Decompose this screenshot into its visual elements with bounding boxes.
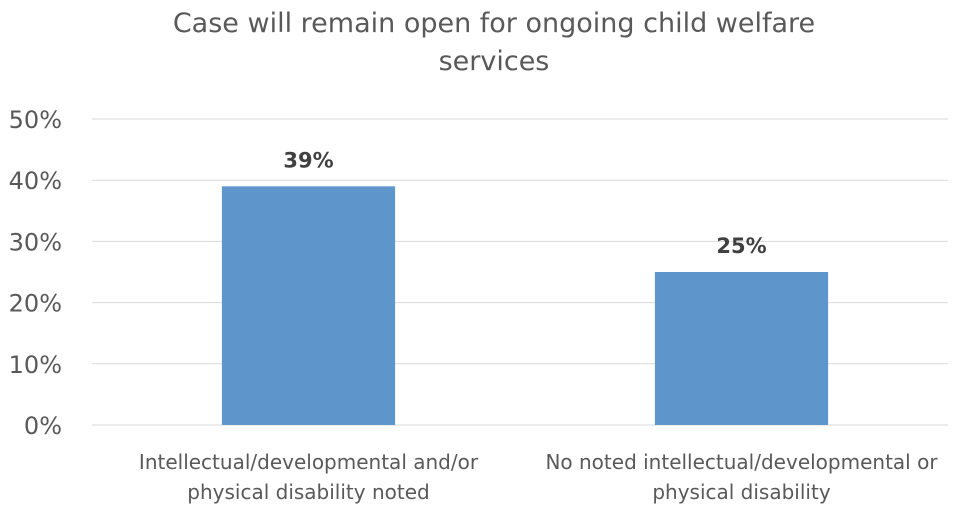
- category-label: physical disability noted: [187, 480, 429, 504]
- x-axis-category-labels: Intellectual/developmental and/or physica…: [139, 450, 938, 504]
- y-tick-label: 50%: [9, 106, 62, 134]
- chart-title-line-1: Case will remain open for ongoing child …: [172, 8, 816, 39]
- bar: [654, 272, 829, 425]
- data-label: 39%: [283, 148, 333, 172]
- y-tick-label: 40%: [9, 167, 62, 195]
- y-tick-label: 0%: [24, 412, 62, 440]
- y-tick-label: 30%: [9, 228, 62, 256]
- data-label: 25%: [716, 234, 766, 258]
- category-label: physical disability: [652, 480, 830, 504]
- data-labels: 39% 25%: [283, 148, 766, 258]
- chart-title-line-2: services: [438, 46, 550, 77]
- y-tick-label: 10%: [9, 351, 62, 379]
- category-label: No noted intellectual/developmental or: [545, 450, 938, 474]
- category-label: Intellectual/developmental and/or: [139, 450, 479, 474]
- bars: [221, 186, 829, 425]
- bar: [221, 186, 396, 425]
- y-tick-label: 20%: [9, 290, 62, 318]
- y-axis-tick-labels: 0% 10% 20% 30% 40% 50%: [9, 106, 62, 440]
